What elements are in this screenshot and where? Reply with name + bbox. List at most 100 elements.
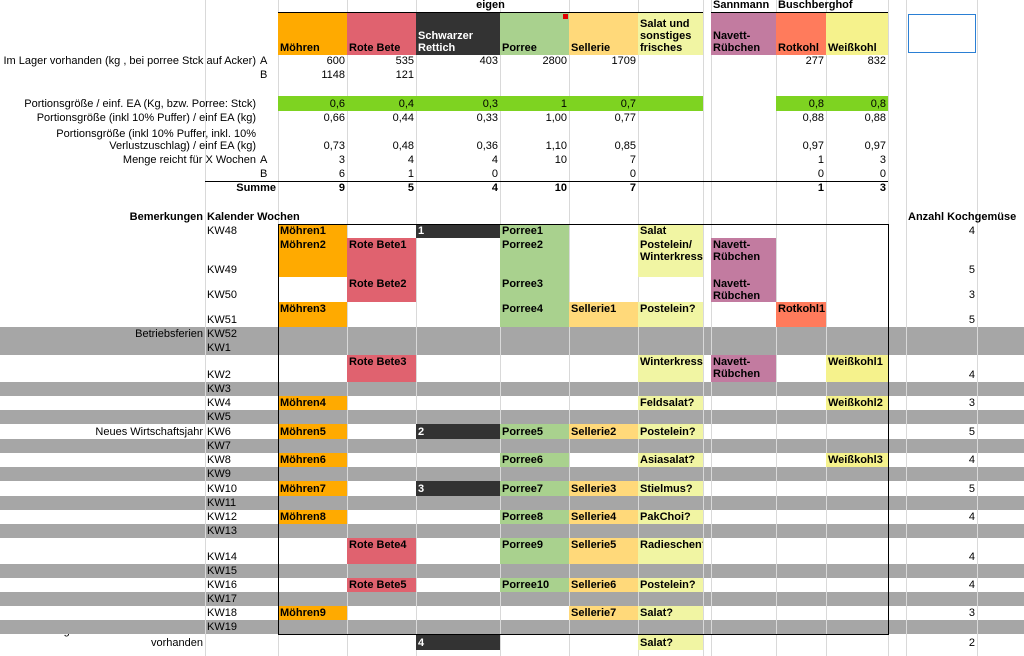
plan-cell: Porree8 (500, 510, 569, 524)
row-label: Portionsgröße (inkl 10% Puffer, inkl. 10… (56, 128, 256, 152)
plan-cell: Sellerie4 (569, 510, 638, 524)
row-sub-label: B (260, 168, 268, 180)
plan-cell: Rote Bete4 (347, 538, 416, 564)
holiday-band (0, 592, 1024, 606)
week-label: KW15 (207, 565, 237, 577)
plan-cell: Winterkresse? (638, 355, 703, 382)
value-cell: 7 (629, 182, 636, 194)
count-cell: 5 (968, 426, 975, 438)
value-cell: 0,88 (802, 112, 824, 124)
grid-line (416, 0, 417, 656)
column-header: Navett-Rübchen (711, 13, 776, 55)
grid-line (205, 0, 206, 656)
week-label: KW5 (207, 411, 231, 423)
plan-cell: Porree3 (500, 277, 569, 302)
plan-cell: Porree10 (500, 578, 569, 592)
plan-cell: Weißkohl2 (826, 396, 888, 410)
count-cell: 4 (968, 511, 975, 523)
plan-cell: Porree6 (500, 453, 569, 467)
value-cell: 0,77 (614, 112, 636, 124)
plan-cell: Radieschen? (638, 538, 703, 564)
grid-line (638, 0, 639, 656)
portion-highlight (278, 96, 347, 111)
value-cell: 4 (407, 154, 414, 166)
row-sub-label: A (260, 55, 268, 67)
plan-cell: Feldsalat? (638, 396, 703, 410)
week-label: KW13 (207, 525, 237, 537)
holiday-band (0, 410, 1024, 424)
value-cell: 0,33 (476, 112, 498, 124)
selected-cell[interactable] (908, 14, 976, 53)
plan-cell: Postelein? (638, 302, 703, 327)
column-header: Möhren (278, 13, 347, 55)
plan-cell: Sellerie2 (569, 424, 638, 439)
value-cell: 2800 (542, 55, 567, 67)
value-cell: 121 (395, 69, 414, 81)
value-cell: 1 (817, 154, 824, 166)
column-header: Rotkohl (776, 13, 826, 55)
week-label: KW6 (207, 426, 231, 438)
value-cell: 0,7 (620, 98, 636, 110)
note: Betriebsferien (135, 328, 203, 340)
count-cell: 3 (968, 289, 975, 301)
grid-line (500, 0, 501, 656)
column-header: Weißkohl (826, 13, 888, 55)
portion-highlight (500, 96, 569, 111)
row-label: Portionsgröße (inkl 10% Puffer) / einf E… (36, 112, 256, 124)
value-cell: 1 (407, 168, 414, 180)
plan-cell: Sellerie6 (569, 578, 638, 592)
value-cell: 0,97 (864, 140, 886, 152)
value-cell: 403 (479, 55, 498, 67)
value-cell: 0,8 (808, 98, 824, 110)
week-label: KW52 (207, 328, 237, 340)
value-cell: 3 (879, 154, 886, 166)
schedule-header: Anzahl Kochgemüse (908, 211, 1017, 223)
value-cell: 0,97 (802, 140, 824, 152)
plan-cell: Möhren6 (278, 453, 347, 467)
holiday-band (0, 439, 1024, 453)
plan-cell: Salat? (638, 634, 703, 650)
value-cell: 277 (805, 55, 824, 67)
count-cell: 4 (968, 454, 975, 466)
plan-cell: Weißkohl3 (826, 453, 888, 467)
column-header: Schwarzer Rettich (416, 13, 500, 55)
plan-cell: PakChoi? (638, 510, 703, 524)
week-label: KW17 (207, 593, 237, 605)
row-sub-label: B (260, 69, 268, 81)
plan-cell: Sellerie7 (569, 606, 638, 620)
grid-line (977, 0, 978, 656)
week-label: KW48 (207, 225, 237, 237)
value-cell: 1148 (321, 69, 345, 81)
count-cell: 5 (968, 264, 975, 276)
week-label: KW1 (207, 342, 231, 354)
note: Neues Wirtschaftsjahr (95, 426, 203, 438)
value-cell: 1709 (611, 55, 636, 67)
plan-cell: Sellerie3 (569, 481, 638, 496)
comment-marker (563, 14, 568, 19)
value-cell: 1 (817, 182, 824, 194)
value-cell: 0,6 (329, 98, 345, 110)
plan-cell: Porree4 (500, 302, 569, 327)
column-header: Porree (500, 13, 569, 55)
plan-cell: Möhren2 (278, 238, 347, 277)
value-cell: 0,36 (476, 140, 498, 152)
plan-cell: Sellerie5 (569, 538, 638, 564)
week-label: KW16 (207, 579, 237, 591)
holiday-band (0, 382, 1024, 396)
note: eigene Frische Sachen wieder vorhanden (55, 634, 203, 649)
count-cell: 5 (968, 483, 975, 495)
plan-cell: Rote Bete2 (347, 277, 416, 302)
value-cell: 0,73 (323, 140, 345, 152)
plan-cell: Schw. Rettich 3 (416, 481, 500, 496)
plan-cell: Möhren4 (278, 396, 347, 410)
value-cell: 3 (879, 182, 886, 194)
plan-cell: Porree2 (500, 238, 569, 277)
plan-cell: Rote Bete5 (347, 578, 416, 592)
plan-cell: Salat? (638, 606, 703, 620)
week-label: KW10 (207, 483, 237, 495)
week-label: KW4 (207, 397, 231, 409)
grid-line (569, 0, 570, 656)
value-cell: 0,66 (323, 112, 345, 124)
column-header: Sellerie (569, 13, 638, 55)
value-cell: 5 (407, 182, 414, 194)
